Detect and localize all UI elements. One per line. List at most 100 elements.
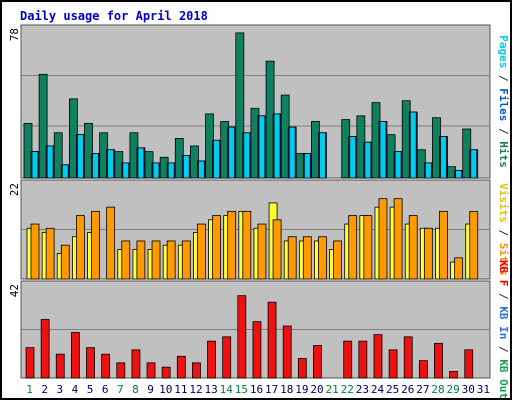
bar-pages <box>470 149 478 179</box>
day-label: 30 <box>462 383 475 396</box>
bar-sites <box>302 236 312 280</box>
bar-hits <box>53 132 63 179</box>
panel-hits-files-pages: 78 Pages / Files / Hits <box>8 24 510 179</box>
series-axis-label-part: / <box>497 68 510 88</box>
series-axis-label-part: / <box>497 339 510 359</box>
day-label: 15 <box>235 383 248 396</box>
bar-pages <box>319 132 326 179</box>
bar-kb-f <box>207 340 216 379</box>
bar-kb-f <box>222 336 232 379</box>
bar-pages <box>76 134 84 179</box>
bar-pages <box>258 115 266 179</box>
bar-pages <box>92 153 99 179</box>
bar-pages <box>31 151 39 179</box>
bar-sites <box>75 215 85 280</box>
bar-kb-f <box>131 349 141 379</box>
bar-sites <box>60 244 70 280</box>
series-axis-label-part: Visits <box>497 183 510 223</box>
bar-sites <box>469 210 479 280</box>
bar-sites <box>257 223 267 280</box>
bar-kb-f <box>464 349 474 379</box>
series-axis-label-part: / <box>497 121 510 141</box>
series-axis-label-part: / <box>497 286 510 306</box>
bar-kb-f <box>403 336 413 379</box>
series-axis-label-part: / <box>497 223 510 243</box>
day-label: 18 <box>280 383 293 396</box>
day-label: 19 <box>295 383 308 396</box>
day-label: 4 <box>72 383 79 396</box>
bar-kb-f <box>176 355 186 379</box>
day-label: 7 <box>117 383 124 396</box>
bar-sites <box>136 240 146 280</box>
series-axis-label-part: Sites <box>497 243 510 276</box>
bar-kb-f <box>86 347 95 379</box>
bar-hits <box>235 32 245 179</box>
series-axis-label-part: Files <box>497 88 510 121</box>
bar-kb-f <box>146 362 156 379</box>
bar-sites <box>333 240 342 280</box>
bar-sites <box>181 240 191 280</box>
bar-sites <box>393 198 403 280</box>
day-label: 14 <box>220 383 234 396</box>
bar-pages <box>424 162 432 179</box>
day-label: 11 <box>174 383 187 396</box>
bar-pages <box>152 162 160 179</box>
bar-kb-f <box>388 349 398 379</box>
bar-pages <box>137 147 145 179</box>
bar-pages <box>167 162 175 179</box>
day-label: 31 <box>477 383 490 396</box>
bar-kb-f <box>434 342 443 379</box>
day-label: 12 <box>189 383 202 396</box>
series-axis-label-part: KB F <box>497 260 510 287</box>
day-label: 26 <box>401 383 414 396</box>
day-label: 27 <box>416 383 429 396</box>
bar-kb-f <box>418 360 428 379</box>
bar-pages <box>122 162 130 179</box>
bar-hits <box>23 122 33 179</box>
y-max-label: 78 <box>8 28 21 41</box>
bar-kb-f <box>297 358 307 379</box>
chart-title: Daily usage for April 2018 <box>20 9 208 23</box>
day-label: 23 <box>356 383 369 396</box>
day-label: 22 <box>341 383 354 396</box>
bar-kb-f <box>252 321 262 379</box>
bar-sites <box>439 210 448 280</box>
bar-kb-f <box>25 347 35 379</box>
bar-pages <box>107 149 115 179</box>
bar-pages <box>364 141 372 179</box>
day-label: 20 <box>310 383 323 396</box>
day-label: 24 <box>371 383 385 396</box>
bar-sites <box>454 257 464 280</box>
bar-pages <box>243 132 251 179</box>
bar-pages <box>303 153 311 179</box>
day-label: 21 <box>326 383 339 396</box>
bar-kb-f <box>70 332 80 379</box>
panel-visits-sites: 22 Visits / Sites <box>8 179 510 280</box>
series-axis-label-part: Pages <box>497 35 510 68</box>
bar-sites <box>287 236 297 280</box>
bar-hits <box>84 122 93 179</box>
bar-kb-f <box>343 340 353 379</box>
bar-pages <box>228 126 236 179</box>
bar-kb-f <box>449 371 459 379</box>
day-label: 29 <box>447 383 460 396</box>
bar-sites <box>423 227 433 280</box>
bar-kb-f <box>116 362 126 379</box>
bar-sites <box>408 215 418 280</box>
bar-pages <box>455 170 463 179</box>
bar-sites <box>45 227 55 280</box>
bar-sites <box>242 210 252 280</box>
bar-sites <box>227 210 237 280</box>
bar-pages <box>349 136 357 179</box>
bar-pages <box>409 111 417 179</box>
bar-sites <box>197 223 206 280</box>
series-axis-label: Pages / Files / Hits <box>497 35 510 168</box>
bar-sites <box>121 240 131 280</box>
day-label: 9 <box>147 383 154 396</box>
day-label: 8 <box>132 383 139 396</box>
bar-sites <box>151 240 161 280</box>
bar-pages <box>288 126 296 179</box>
